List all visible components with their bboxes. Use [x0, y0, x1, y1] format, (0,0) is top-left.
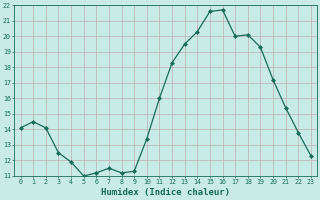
X-axis label: Humidex (Indice chaleur): Humidex (Indice chaleur): [101, 188, 230, 197]
